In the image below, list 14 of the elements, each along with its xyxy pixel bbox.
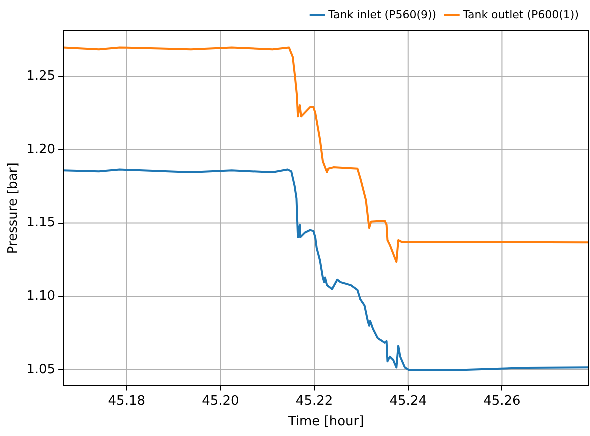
y-axis-title: Pressure [bar] — [6, 162, 22, 254]
x-tick-label: 45.20 — [202, 394, 240, 409]
y-tick-label: 1.25 — [26, 68, 56, 84]
legend-label: Tank outlet (P600(1)) — [462, 8, 580, 22]
y-tick-label: 1.20 — [26, 142, 56, 158]
x-tick-label: 45.26 — [484, 394, 521, 409]
x-tick-label: 45.22 — [296, 394, 334, 409]
y-tick-label: 1.15 — [26, 216, 56, 231]
x-tick-label: 45.24 — [390, 394, 427, 409]
x-tick-label: 45.18 — [108, 394, 146, 409]
legend-label: Tank inlet (P560(9)) — [328, 8, 437, 22]
x-axis-title: Time [hour] — [287, 414, 364, 430]
y-tick-label: 1.10 — [26, 289, 56, 304]
y-tick-label: 1.05 — [26, 362, 56, 378]
